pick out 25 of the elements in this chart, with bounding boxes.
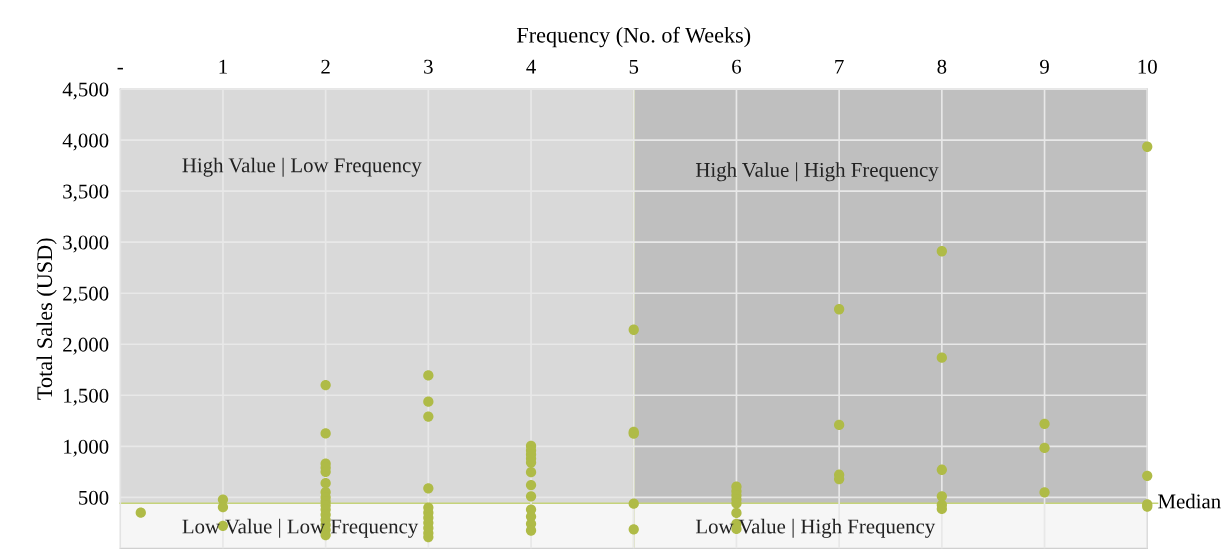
x-tick-label: 3 <box>424 59 433 74</box>
annotation: High Value | Low Frequency <box>182 157 422 177</box>
ref-line-label: Median <box>1158 493 1221 509</box>
x-tick-label: 6 <box>732 59 742 74</box>
y-tick-label: 2,000 <box>63 337 109 355</box>
x-tick-label: 9 <box>1040 59 1049 74</box>
x-tick-label: 7 <box>835 59 844 74</box>
x-axis-title: Frequency (No. of Weeks) <box>516 26 751 48</box>
y-tick-label: 1,500 <box>64 388 109 406</box>
x-tick-label: 5 <box>629 59 639 74</box>
x-tick-label: 4 <box>526 59 536 74</box>
y-tick-label: 1,000 <box>64 439 109 457</box>
y-tick-label: 3,500 <box>63 184 109 202</box>
y-axis-title: Total Sales (USD) <box>36 238 57 400</box>
y-tick-label: 500 <box>79 490 109 505</box>
y-tick-label: 4,000 <box>62 133 109 151</box>
x-tick-label: - <box>117 67 123 70</box>
y-tick-label: 3,000 <box>63 235 109 253</box>
y-tick-label: 4,500 <box>62 82 109 100</box>
x-tick-label: 1 <box>219 59 227 74</box>
x-tick-label: 2 <box>321 59 330 74</box>
x-tick-label: 10 <box>1138 59 1157 74</box>
annotation: High Value | High Frequency <box>695 162 939 182</box>
y-tick-label: 2,500 <box>63 286 109 304</box>
x-tick-label: 8 <box>937 59 947 74</box>
